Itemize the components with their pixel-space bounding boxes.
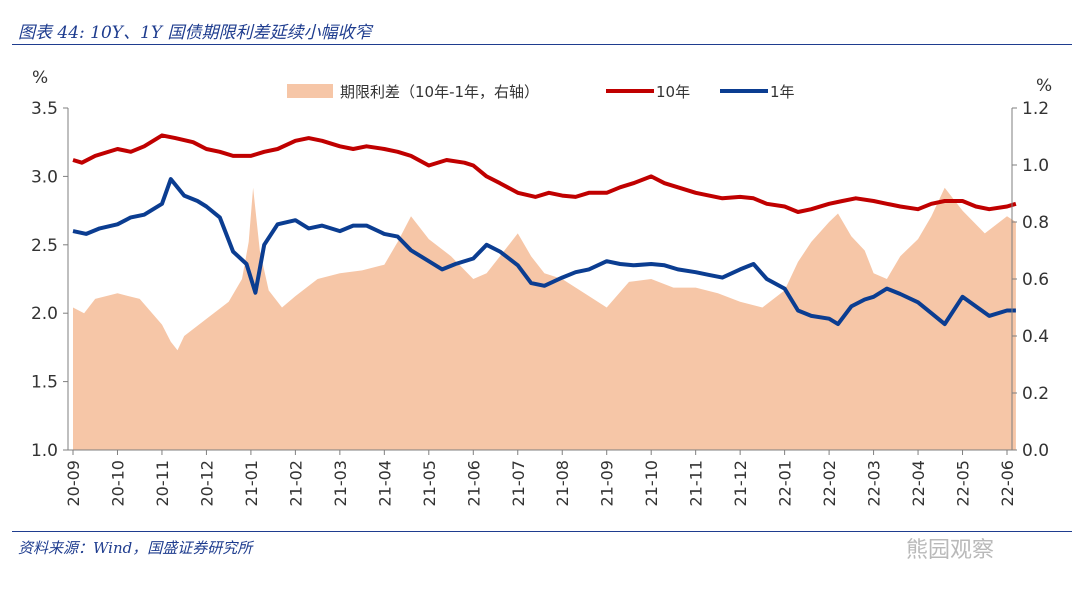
- chart-title: 图表 44: 10Y、1Y 国债期限利差延续小幅收窄: [18, 23, 372, 43]
- legend-label-1y: 1年: [770, 83, 795, 101]
- left-axis-unit: %: [32, 68, 48, 88]
- left-tick-label: 2.0: [31, 304, 58, 324]
- x-tick-label: 20-12: [197, 460, 216, 507]
- left-tick-label: 1.0: [31, 441, 58, 461]
- x-tick-label: 21-12: [731, 460, 750, 507]
- right-tick-label: 1.0: [1022, 156, 1049, 176]
- x-tick-label: 21-07: [509, 460, 528, 507]
- legend-label-spread: 期限利差（10年-1年，右轴）: [340, 83, 539, 101]
- x-tick-label: 22-03: [865, 460, 884, 507]
- x-tick-label: 22-02: [820, 460, 839, 507]
- chart: 1.0 1.5 2.0 2.5 3.0 3.5% 0.0 0.2 0.4 0.6 0.8 1.0 1.2…: [31, 68, 1052, 507]
- legend-label-10y: 10年: [656, 83, 690, 101]
- right-tick-label: 0.4: [1022, 327, 1049, 347]
- right-tick-label: 0.0: [1022, 441, 1049, 461]
- x-tick-label: 20-10: [108, 460, 127, 507]
- right-tick-label: 0.6: [1022, 270, 1049, 290]
- x-tick-label: 22-01: [776, 460, 795, 507]
- right-tick-label: 1.2: [1022, 99, 1049, 119]
- x-tick-label: 21-05: [420, 460, 439, 507]
- left-tick-label: 2.5: [31, 236, 58, 256]
- x-tick-label: 20-09: [64, 460, 83, 507]
- right-axis-unit: %: [1036, 76, 1052, 96]
- left-tick-label: 3.0: [31, 167, 58, 187]
- x-tick-label: 21-11: [687, 460, 706, 507]
- x-tick-label: 21-03: [331, 460, 350, 507]
- line-10y: [72, 133, 1017, 214]
- x-tick-label: 21-04: [375, 460, 394, 507]
- line-1y: [72, 177, 1016, 327]
- x-tick-label: 21-01: [242, 460, 261, 507]
- source-rule: [12, 531, 1072, 532]
- x-tick-label: 20-11: [153, 460, 172, 507]
- x-tick-label: 21-09: [598, 460, 617, 507]
- x-tick-label: 21-08: [553, 460, 572, 507]
- x-tick-label: 21-02: [286, 460, 305, 507]
- x-tick-label: 22-04: [909, 460, 928, 507]
- source-note: 资料来源：Wind，国盛证券研究所: [18, 539, 253, 557]
- legend-swatch-spread: [287, 84, 333, 98]
- watermark: 熊园观察: [906, 538, 995, 563]
- x-tick-label: 22-05: [954, 460, 973, 507]
- left-tick-label: 1.5: [31, 373, 58, 393]
- left-tick-label: 3.5: [31, 99, 58, 119]
- x-tick-label: 21-06: [464, 460, 483, 507]
- right-tick-label: 0.8: [1022, 213, 1049, 233]
- right-tick-label: 0.2: [1022, 384, 1049, 404]
- spread-area: [73, 187, 1016, 451]
- title-rule: [12, 44, 1072, 45]
- x-tick-label: 22-06: [998, 460, 1017, 507]
- x-tick-label: 21-10: [642, 460, 661, 507]
